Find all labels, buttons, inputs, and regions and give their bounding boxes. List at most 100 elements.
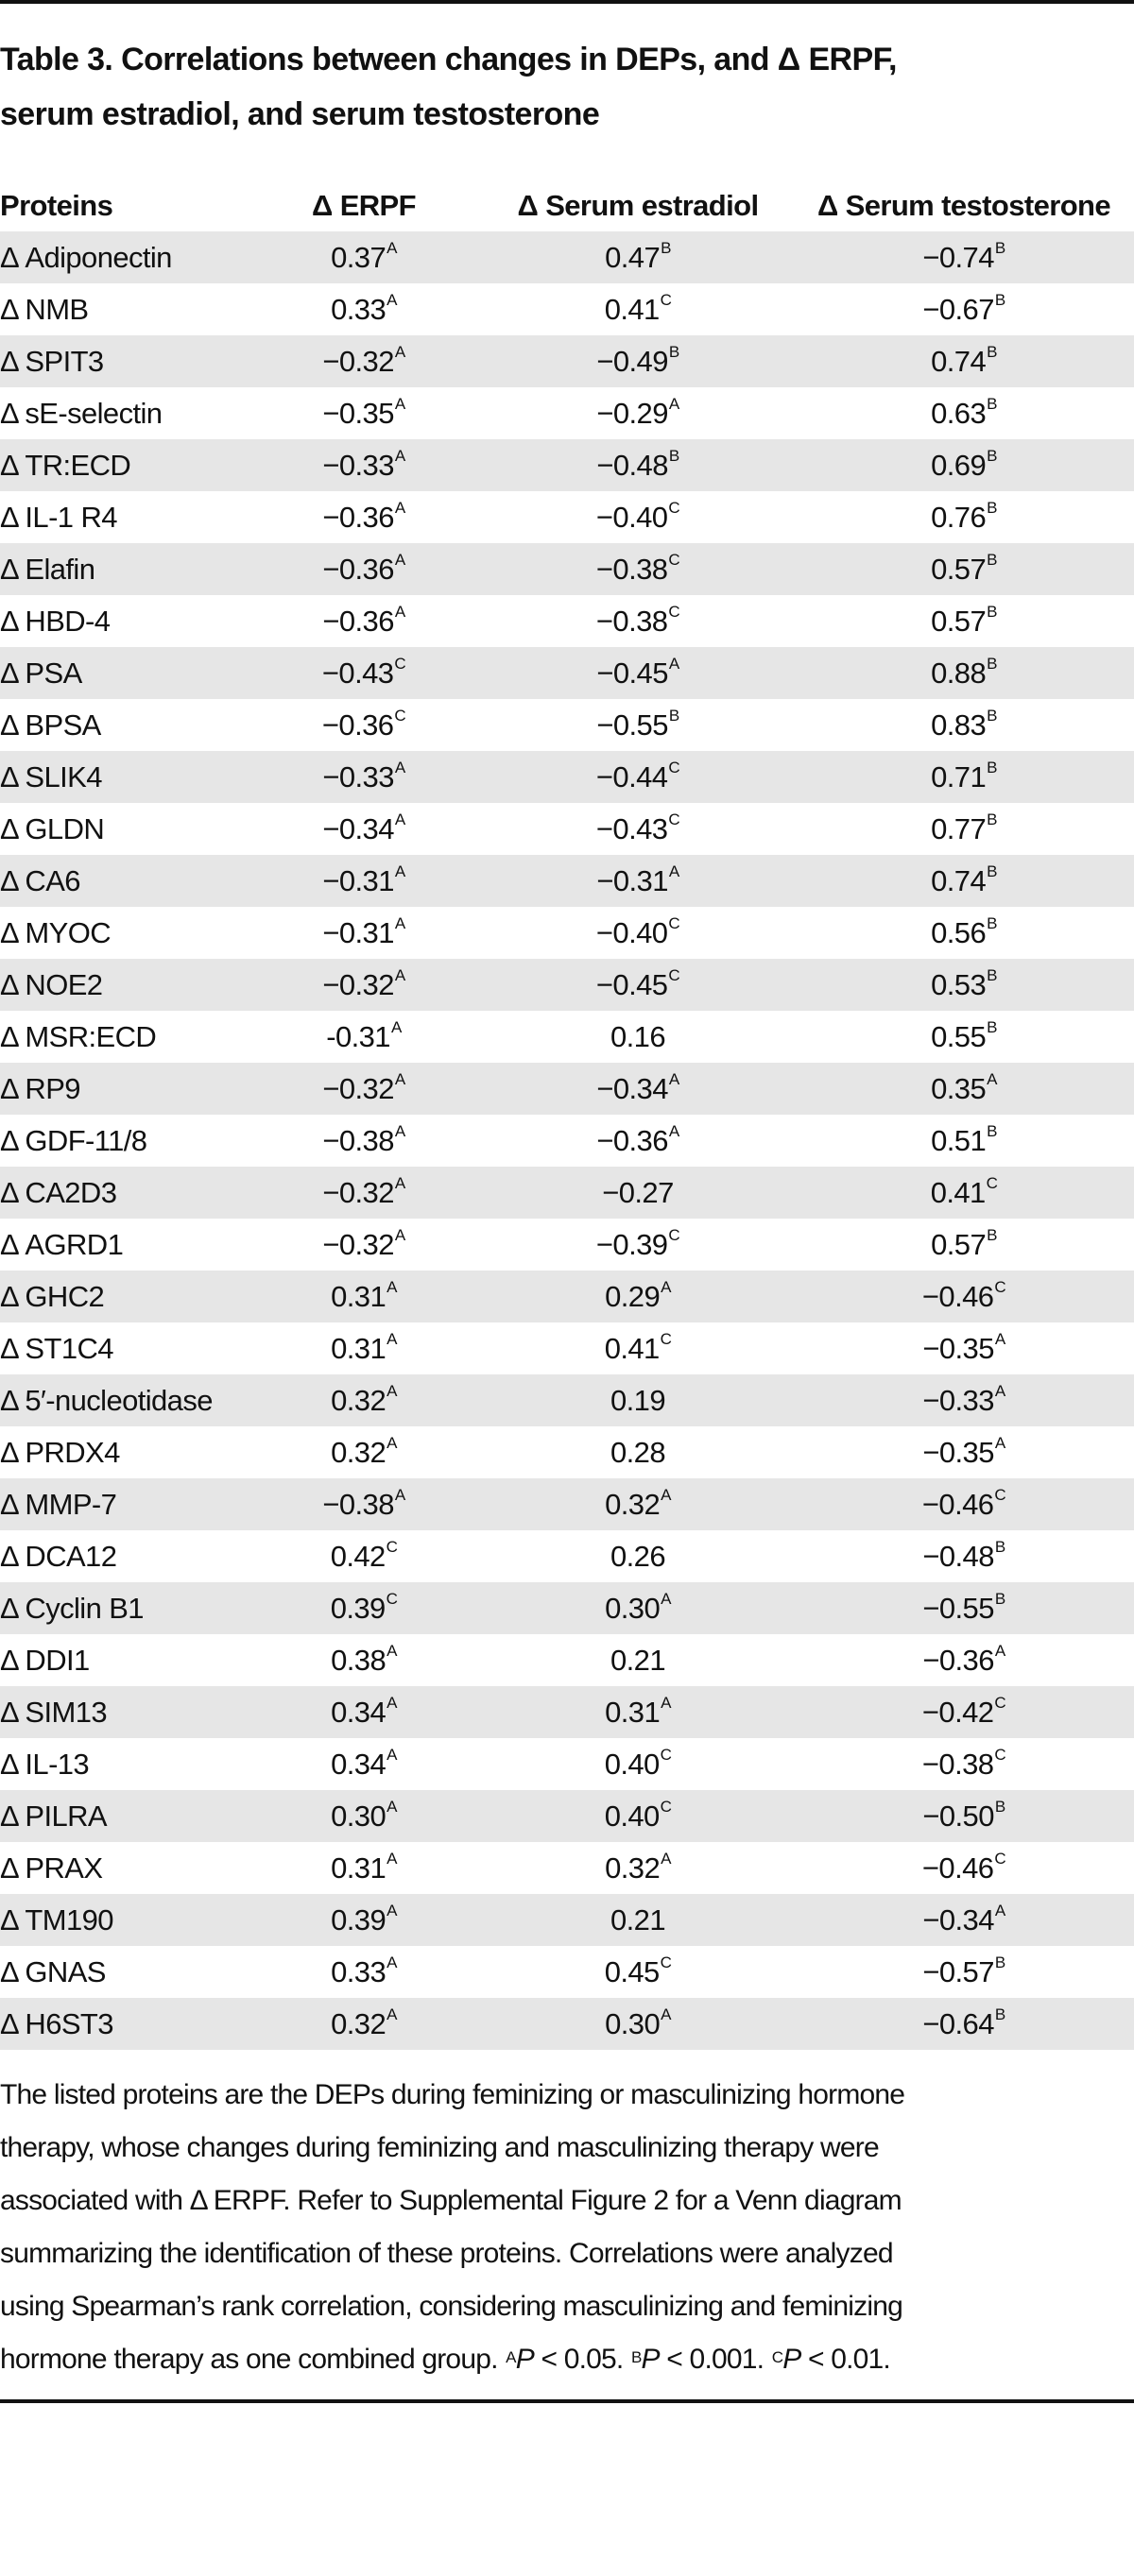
significance-mark: B: [987, 965, 997, 984]
significance-mark: A: [387, 1745, 397, 1764]
correlation-value: −0.36: [322, 552, 394, 586]
cell-erpf: −0.36A: [246, 543, 482, 595]
significance-mark: C: [994, 1693, 1006, 1712]
cell-erpf: −0.33A: [246, 751, 482, 803]
correlation-value: −0.34: [322, 811, 394, 845]
correlation-value: 0.31: [331, 1331, 387, 1365]
table-row: Δ TR:ECD −0.33A −0.48B 0.69B: [0, 439, 1134, 491]
table-row: Δ TM190 0.39A 0.21 −0.34A: [0, 1894, 1134, 1946]
footnote-line: The listed proteins are the DEPs during …: [0, 2079, 905, 2110]
correlation-value: −0.36: [596, 1123, 668, 1157]
correlation-value: −0.31: [322, 915, 394, 949]
cell-erpf: −0.32A: [246, 1219, 482, 1271]
significance-mark: C: [994, 1849, 1006, 1868]
cell-serum-testosterone: 0.57B: [794, 1219, 1134, 1271]
correlation-value: −0.48: [596, 448, 668, 482]
correlation-value: −0.38: [921, 1747, 994, 1781]
table-footnote: The listed proteins are the DEPs during …: [0, 2069, 1134, 2386]
bottom-rule: [0, 2399, 1134, 2403]
correlation-table: Proteins Δ ERPF Δ Serum estradiol Δ Seru…: [0, 179, 1134, 2050]
cell-serum-estradiol: 0.47B: [482, 231, 794, 283]
cell-serum-estradiol: 0.30A: [482, 1998, 794, 2050]
significance-mark: A: [394, 446, 405, 465]
table-row: Δ PRAX 0.31A 0.32A −0.46C: [0, 1842, 1134, 1894]
correlation-value: 0.57: [931, 552, 987, 586]
significance-mark: A: [387, 290, 397, 309]
cell-serum-testosterone: −0.74B: [794, 231, 1134, 283]
cell-serum-estradiol: 0.31A: [482, 1686, 794, 1738]
correlation-value: 0.26: [610, 1539, 666, 1573]
cell-serum-estradiol: 0.29A: [482, 1271, 794, 1322]
correlation-value: 0.76: [931, 500, 987, 534]
correlation-value: 0.83: [931, 708, 987, 742]
significance-mark: A: [994, 1901, 1005, 1919]
correlation-value: 0.16: [610, 1019, 666, 1053]
cell-erpf: −0.36C: [246, 699, 482, 751]
significance-mark: C: [668, 602, 680, 621]
correlation-value: −0.34: [596, 1071, 668, 1105]
cell-erpf: −0.31A: [246, 855, 482, 907]
cell-serum-testosterone: 0.74B: [794, 335, 1134, 387]
table-row: Δ GNAS 0.33A 0.45C −0.57B: [0, 1946, 1134, 1998]
cell-serum-estradiol: −0.29A: [482, 387, 794, 439]
significance-mark: B: [987, 446, 997, 465]
top-rule: [0, 0, 1134, 4]
correlation-value: 0.63: [931, 396, 987, 430]
significance-mark: A: [394, 758, 405, 776]
correlation-value: 0.40: [604, 1799, 661, 1833]
correlation-value: 0.29: [605, 1279, 661, 1313]
significance-mark: A: [390, 1017, 402, 1036]
cell-serum-testosterone: −0.55B: [794, 1582, 1134, 1634]
correlation-value: −0.64: [922, 2006, 994, 2040]
significance-mark: A: [661, 1693, 671, 1712]
correlation-value: −0.46: [921, 1487, 994, 1521]
protein-name: Δ DDI1: [0, 1643, 90, 1677]
protein-name: Δ SPIT3: [0, 335, 246, 387]
cell-erpf: −0.36A: [246, 595, 482, 647]
table-row: Δ CA6 −0.31A −0.31A 0.74B: [0, 855, 1134, 907]
header-proteins: Proteins: [0, 188, 113, 222]
cell-erpf: 0.33A: [246, 283, 482, 335]
correlation-value: −0.35: [922, 1435, 994, 1469]
correlation-value: −0.38: [595, 552, 668, 586]
significance-mark: C: [668, 758, 680, 776]
significance-mark: C: [994, 1745, 1006, 1764]
significance-mark: B: [994, 2005, 1005, 2023]
correlation-value: −0.43: [321, 656, 394, 690]
cell-erpf: −0.32A: [246, 959, 482, 1011]
cell-serum-estradiol: −0.55B: [482, 699, 794, 751]
significance-mark: A: [387, 1849, 397, 1868]
table-row: Δ NOE2 −0.32A −0.45C 0.53B: [0, 959, 1134, 1011]
header-row: Proteins Δ ERPF Δ Serum estradiol Δ Seru…: [0, 179, 1134, 231]
significance-mark: C: [660, 1745, 672, 1764]
cell-serum-estradiol: 0.16: [482, 1011, 794, 1063]
correlation-value: −0.45: [596, 656, 668, 690]
correlation-value: −0.40: [595, 500, 668, 534]
cell-serum-estradiol: −0.48B: [482, 439, 794, 491]
protein-name: Δ SLIK4: [0, 751, 246, 803]
significance-mark: A: [394, 1173, 405, 1192]
correlation-value: 0.42: [330, 1539, 387, 1573]
cell-serum-testosterone: −0.36A: [794, 1634, 1134, 1686]
significance-mark: A: [387, 1277, 397, 1296]
significance-mark: A: [387, 1329, 397, 1348]
cell-serum-testosterone: 0.69B: [794, 439, 1134, 491]
cell-serum-testosterone: −0.48B: [794, 1530, 1134, 1582]
correlation-value: 0.74: [931, 863, 987, 897]
significance-mark: A: [387, 1433, 397, 1452]
correlation-value: 0.30: [331, 1799, 387, 1833]
significance-mark: A: [668, 654, 679, 673]
correlation-value: −0.36: [322, 604, 394, 638]
cell-serum-testosterone: 0.51B: [794, 1115, 1134, 1167]
footnote-line: summarizing the identification of these …: [0, 2238, 894, 2269]
protein-name: Δ NMB: [0, 292, 89, 326]
significance-mark: B: [994, 1589, 1005, 1608]
correlation-value: −0.55: [596, 708, 668, 742]
correlation-value: 0.57: [931, 1227, 987, 1261]
significance-mark: A: [661, 2005, 671, 2023]
cell-erpf: 0.31A: [246, 1322, 482, 1374]
protein-name: Δ MYOC: [0, 915, 112, 949]
significance-mark: C: [394, 654, 406, 673]
significance-mark: A: [394, 394, 405, 413]
cell-serum-testosterone: 0.63B: [794, 387, 1134, 439]
